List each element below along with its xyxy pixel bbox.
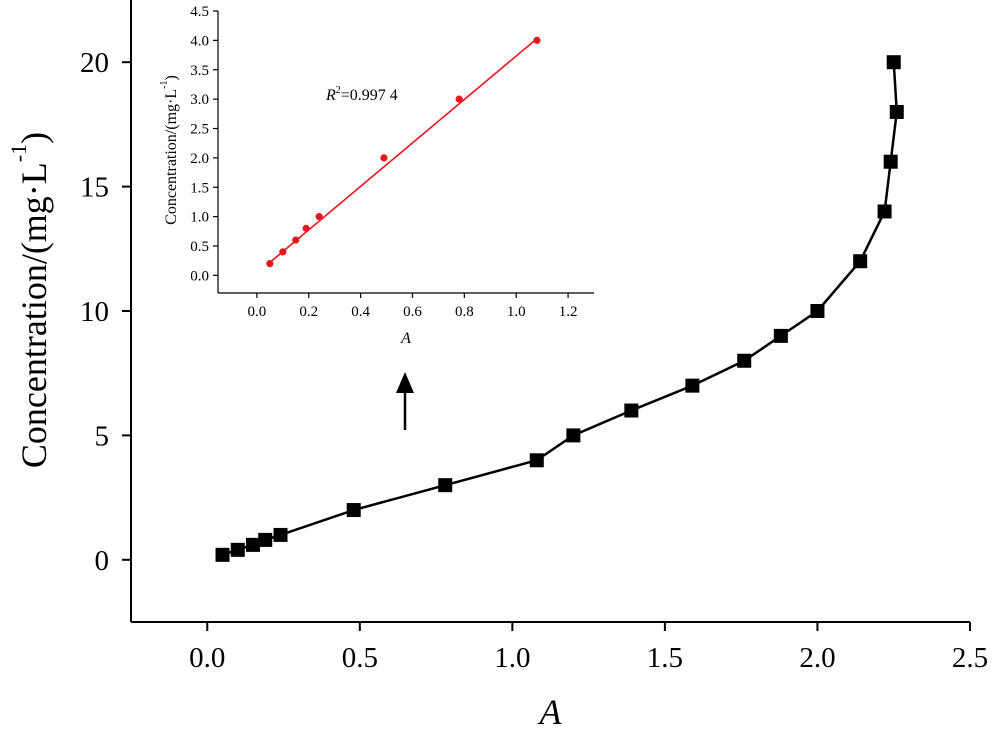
inset-x-tick-label: 0.4 xyxy=(351,304,370,320)
r-squared-superscript: 2 xyxy=(336,85,341,96)
x-axis-label: A xyxy=(538,692,563,732)
x-tick-label: 1.5 xyxy=(647,642,683,674)
inset-data-point xyxy=(302,224,310,232)
inset-x-tick-label: 0.8 xyxy=(455,304,474,320)
inset-data-point xyxy=(455,95,463,103)
data-point-square xyxy=(624,403,639,418)
inset-y-tick-label: 3.0 xyxy=(190,92,209,108)
main-plot: 0.0 0.5 1.0 1.5 2.0 2.5 0 5 10 15 20 A Concentration… xyxy=(6,0,988,732)
up-arrow-icon xyxy=(396,372,414,430)
data-point-square xyxy=(230,542,245,557)
inset-data-point xyxy=(266,260,274,268)
data-point-square xyxy=(258,532,273,547)
fit-line xyxy=(269,37,538,264)
inset-y-tick-label: 4.0 xyxy=(190,33,209,49)
data-point-square xyxy=(273,527,288,542)
y-axis-label-main: Concentration/(mg·L xyxy=(14,162,54,468)
data-point-square xyxy=(438,478,453,493)
data-point-square xyxy=(886,55,901,70)
r-squared-annotation: R2=0.997 4 xyxy=(325,85,398,104)
data-point-square xyxy=(246,537,261,552)
data-point-square xyxy=(883,154,898,169)
x-tick-label: 2.0 xyxy=(799,642,835,674)
y-axis-label-suffix: ) xyxy=(14,132,54,144)
x-tick-label: 1.0 xyxy=(494,642,530,674)
inset-y-axis-label-main: Concentration/(mg·L xyxy=(163,89,180,225)
inset-y-tick-label: 4.5 xyxy=(190,4,209,20)
inset-y-tick-label: 1.0 xyxy=(190,210,209,226)
data-point-square xyxy=(853,254,868,269)
inset-data-point xyxy=(533,36,541,44)
inset-y-axis-label-superscript: -1 xyxy=(159,81,170,89)
x-tick-label: 0.5 xyxy=(342,642,378,674)
inset-data-point xyxy=(279,248,287,256)
inset-x-tick-label: 0.6 xyxy=(403,304,422,320)
inset-x-tick-label: 1.0 xyxy=(507,304,526,320)
x-tick-label: 0.0 xyxy=(189,642,225,674)
data-point-square xyxy=(810,304,825,318)
inset-x-tick-label: 1.2 xyxy=(559,304,578,320)
r-squared-value: =0.997 4 xyxy=(341,87,398,104)
inset-y-axis-label-suffix: ) xyxy=(163,75,180,80)
inset-y-tick-label: 0.5 xyxy=(190,239,209,255)
inset-x-tick-label: 0.0 xyxy=(248,304,267,320)
inset-y-tick-label: 2.5 xyxy=(190,122,209,138)
inset-y-tick-label: 0.0 xyxy=(190,268,209,284)
data-point-square xyxy=(877,204,892,219)
inset-y-axis-label: Concentration/(mg·L-1) xyxy=(159,75,180,225)
data-point-square xyxy=(773,328,788,343)
data-point-square xyxy=(566,428,581,443)
data-point-square xyxy=(346,503,361,518)
data-point-square xyxy=(215,547,230,562)
y-tick-label: 10 xyxy=(80,296,109,328)
y-axis-label: Concentration/(mg·L-1) xyxy=(6,132,54,468)
y-tick-label: 0 xyxy=(95,545,110,577)
y-tick-label: 20 xyxy=(80,47,109,79)
inset-data-point xyxy=(292,236,300,244)
x-tick-label: 2.5 xyxy=(952,642,988,674)
inset-y-tick-label: 2.0 xyxy=(190,151,209,167)
data-point-square xyxy=(889,104,904,119)
inset-x-axis-label: A xyxy=(400,330,411,347)
data-point-square xyxy=(737,353,752,368)
y-tick-label: 15 xyxy=(80,172,109,204)
inset-data-point xyxy=(315,213,323,221)
inset-y-tick-label: 1.5 xyxy=(190,180,209,196)
inset-y-tick-label: 3.5 xyxy=(190,63,209,79)
inset-x-tick-label: 0.2 xyxy=(299,304,318,320)
y-axis-label-superscript: -1 xyxy=(6,144,31,162)
data-point-square xyxy=(529,453,544,468)
data-point-square xyxy=(685,378,700,393)
inset-data-point xyxy=(380,154,388,162)
inset-plot: 0.0 0.2 0.4 0.6 0.8 1.0 1.2 0.0 0.5 1.0 1.5 2.0 2.5 3… xyxy=(159,4,594,347)
r-squared-symbol: R xyxy=(325,87,336,104)
y-tick-label: 5 xyxy=(95,420,110,452)
